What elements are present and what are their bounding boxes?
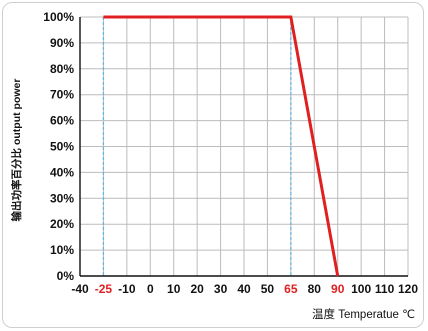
x-tick-label: 0 [147,282,154,296]
x-tick-label: 90 [331,282,345,296]
y-tick-label: 20% [50,217,74,231]
grid [80,16,409,276]
y-tick-label: 80% [50,62,74,76]
x-tick-label: -25 [95,282,113,296]
x-tick-label: -10 [118,282,136,296]
x-tick-label: 50 [261,282,275,296]
series-line [103,15,340,277]
x-tick-label: 120 [398,282,418,296]
x-tick-label: 30 [214,282,228,296]
y-tick-label: 30% [50,191,74,205]
y-tick-label: 70% [50,88,74,102]
x-axis-label: 温度 Temperatue ℃ [312,307,415,321]
x-tick-label: 110 [375,282,395,296]
y-tick-label: 40% [50,165,74,179]
reference-lines [102,17,292,276]
x-tick-label: 80 [308,282,322,296]
x-tick-label: 20 [190,282,204,296]
y-tick-label: 100% [43,10,74,24]
chart-frame [2,2,424,328]
y-tick-label: 50% [50,140,74,154]
x-tick-label: -40 [71,282,89,296]
x-tick-label: 100 [351,282,371,296]
axes [79,17,408,277]
y-tick-label: 60% [50,114,74,128]
x-tick-label: 65 [284,282,298,296]
y-tick-label: 90% [50,36,74,50]
y-axis-label: 输出功率百分比 output power [10,79,23,222]
y-tick-label: 10% [50,243,74,257]
x-tick-label: 10 [167,282,181,296]
tick-labels: 0% 10% 20% 30% 40% 50% 60% 70% 80% 90% 100% -40 -25-… [43,10,418,296]
series [103,15,340,277]
y-tick-label: 0% [57,269,75,283]
x-tick-label: 40 [237,282,251,296]
